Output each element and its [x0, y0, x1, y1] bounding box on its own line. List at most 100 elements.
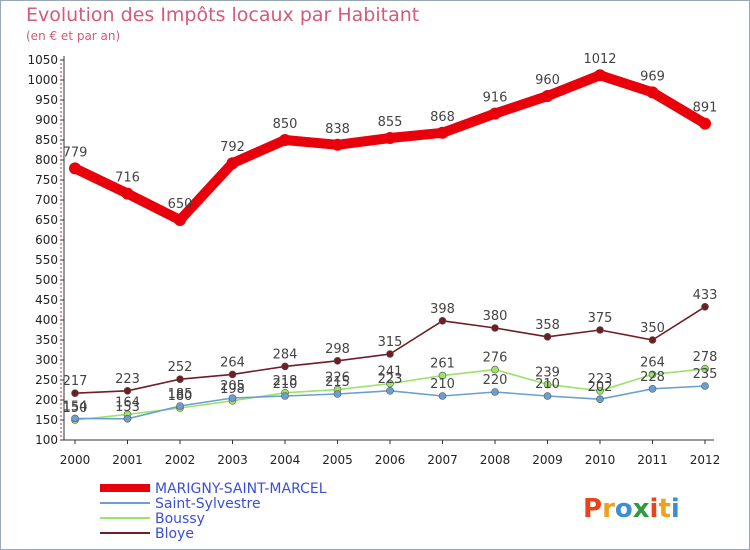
data-point: [489, 107, 501, 120]
y-minor-tick: [60, 247, 62, 249]
y-tick-label: 850: [35, 133, 58, 147]
y-tick-label: 800: [35, 153, 58, 167]
y-tick-label: 900: [35, 113, 58, 127]
y-minor-tick: [60, 367, 62, 369]
y-minor-tick: [60, 391, 62, 393]
data-label: 164: [115, 395, 140, 410]
y-minor-tick: [60, 227, 62, 229]
data-point: [121, 187, 134, 200]
y-tick-label: 150: [35, 413, 58, 427]
y-minor-tick: [60, 291, 62, 293]
data-point: [491, 388, 499, 396]
y-minor-tick: [60, 335, 62, 337]
data-label: 779: [63, 145, 88, 160]
y-minor-tick: [60, 303, 62, 305]
data-label: 220: [483, 373, 508, 388]
data-label: 298: [325, 342, 350, 357]
x-tick-label: 2002: [165, 453, 196, 467]
data-point: [333, 390, 342, 398]
proxiti-logo: Proxiti: [583, 494, 680, 524]
data-point: [331, 138, 344, 151]
data-label: 228: [640, 370, 665, 385]
y-minor-tick: [60, 307, 62, 309]
y-tick-label: 300: [35, 353, 58, 367]
data-label: 252: [168, 360, 193, 375]
data-label: 916: [483, 91, 508, 106]
data-point: [71, 414, 79, 423]
data-label: 284: [273, 347, 298, 362]
data-point: [384, 132, 396, 144]
data-point: [176, 402, 184, 410]
y-minor-tick: [60, 123, 62, 125]
y-minor-tick: [60, 175, 62, 177]
data-label: 154: [63, 399, 88, 414]
x-tick-label: 2005: [322, 453, 353, 467]
y-minor-tick: [60, 343, 62, 345]
series-marigny-saint-marcel: 779 716 650 792 850 838 855 868 916 960 1012 969 891: [63, 52, 717, 226]
y-tick-label: 1000: [27, 73, 58, 87]
x-tick-label: 2008: [480, 453, 511, 467]
data-point: [543, 392, 552, 400]
data-label: 210: [535, 377, 560, 392]
x-tick-label: 2009: [532, 453, 563, 467]
y-minor-tick: [60, 295, 62, 297]
y-minor-tick: [60, 67, 62, 69]
logo-letter: r: [602, 494, 615, 524]
data-label: 264: [220, 355, 245, 370]
y-tick-label: 250: [35, 373, 58, 387]
y-minor-tick: [60, 363, 62, 365]
y-minor-tick: [60, 263, 62, 265]
data-label: 215: [325, 375, 350, 390]
y-tick-label: 100: [35, 433, 58, 447]
logo-letter: i: [671, 494, 680, 524]
x-tick-label: 2001: [112, 453, 143, 467]
y-minor-tick: [60, 91, 62, 93]
series-layer: 217 223 252 264 284 298 315 398 380 358 375 350 433 1…: [63, 52, 718, 424]
y-minor-tick: [60, 183, 62, 185]
y-minor-tick: [60, 267, 62, 269]
logo-letter: t: [658, 494, 670, 524]
data-point: [281, 392, 289, 400]
y-minor-tick: [60, 395, 62, 397]
y-tick-label: 750: [35, 173, 58, 187]
y-minor-tick: [60, 323, 62, 325]
series-bloye: 217 223 252 264 284 298 315 398 380 358 375 350 433: [63, 288, 717, 398]
y-tick-label: 500: [35, 273, 58, 287]
data-point: [281, 362, 289, 371]
data-point: [69, 162, 81, 175]
data-label: 210: [430, 377, 455, 392]
data-point: [594, 69, 606, 82]
data-point: [438, 392, 447, 400]
y-tick-label: 200: [35, 393, 58, 407]
series-boussy: 150 164 180 198 218 226 241 261 276 239 223 264 278: [63, 350, 717, 424]
data-point: [279, 134, 291, 146]
data-label: 716: [115, 171, 140, 186]
data-label: 264: [640, 355, 665, 370]
y-minor-tick: [60, 223, 62, 225]
y-minor-tick: [60, 275, 62, 277]
x-tick-label: 2006: [375, 453, 406, 467]
y-tick-label: 400: [35, 313, 58, 327]
x-tick-label: 2000: [60, 453, 91, 467]
y-minor-tick: [60, 167, 62, 169]
legend-item: Boussy: [100, 511, 205, 527]
data-label: 205: [220, 379, 245, 394]
y-minor-tick: [60, 187, 62, 189]
y-minor-tick: [60, 155, 62, 157]
data-label: 960: [535, 73, 560, 88]
data-label: 235: [693, 367, 718, 382]
logo-text: Proxiti: [583, 494, 680, 524]
y-minor-tick: [60, 271, 62, 273]
data-point: [543, 332, 552, 341]
data-point: [699, 117, 711, 130]
legend-item: MARIGNY-SAINT-MARCEL: [100, 481, 327, 497]
data-label: 223: [115, 372, 140, 387]
data-point: [596, 386, 604, 395]
y-minor-tick: [60, 311, 62, 313]
data-point: [123, 386, 132, 395]
data-label: 150: [63, 401, 88, 416]
y-tick-label: 550: [35, 253, 58, 267]
data-point: [228, 370, 237, 379]
